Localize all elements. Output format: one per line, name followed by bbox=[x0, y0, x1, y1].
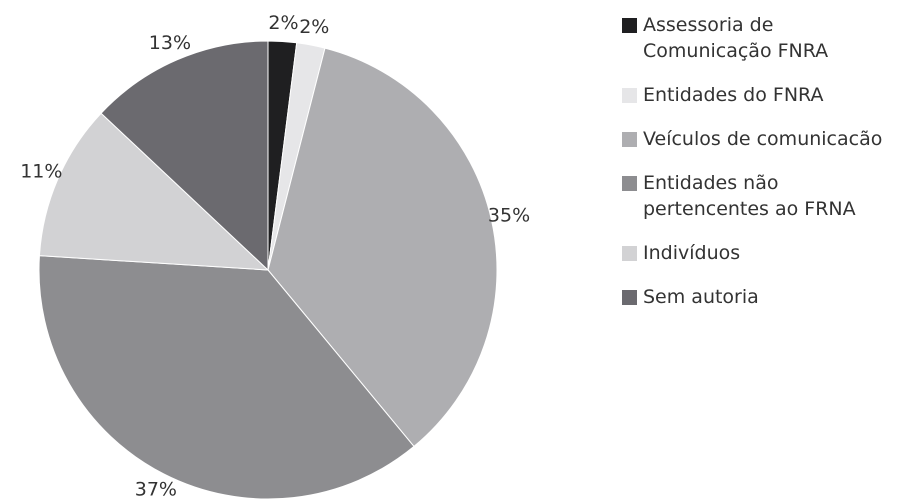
legend-item: Sem autoria bbox=[622, 284, 907, 310]
data-label: 11% bbox=[20, 160, 62, 182]
data-label: 2% bbox=[268, 12, 298, 34]
legend-label: Entidades não pertencentes ao FRNA bbox=[643, 172, 856, 220]
legend-swatch bbox=[622, 176, 637, 191]
pie-slice bbox=[38, 112, 270, 271]
legend-swatch bbox=[622, 88, 637, 103]
data-label: 13% bbox=[149, 32, 191, 54]
pie-slice bbox=[38, 255, 415, 500]
legend-item: Assessoria de Comunicação FNRA bbox=[622, 12, 907, 64]
legend-label: Indivíduos bbox=[643, 242, 741, 264]
legend-swatch bbox=[622, 132, 637, 147]
chart: 2% 2% 35% 37% 11% 13% bbox=[20, 12, 530, 500]
legend-label: Entidades do FNRA bbox=[643, 84, 824, 106]
legend: Assessoria de Comunicação FNRA Entidades … bbox=[622, 12, 907, 310]
legend-item: Indivíduos bbox=[622, 240, 907, 266]
legend-label: Veículos de comunicacão bbox=[643, 128, 883, 150]
legend-swatch bbox=[622, 246, 637, 261]
pie-slice bbox=[100, 40, 269, 272]
legend-swatch bbox=[622, 18, 637, 33]
legend-label: Sem autoria bbox=[643, 286, 759, 308]
legend-swatch bbox=[622, 290, 637, 305]
data-label: 2% bbox=[299, 16, 329, 38]
legend-item: Entidades do FNRA bbox=[622, 82, 907, 108]
data-label: 37% bbox=[135, 479, 177, 500]
data-label: 35% bbox=[488, 205, 530, 227]
pie-slice bbox=[267, 47, 498, 448]
legend-item: Entidades não pertencentes ao FRNA bbox=[622, 170, 907, 222]
legend-item: Veículos de comunicacão bbox=[622, 126, 907, 152]
legend-label: Assessoria de Comunicação FNRA bbox=[643, 14, 829, 62]
